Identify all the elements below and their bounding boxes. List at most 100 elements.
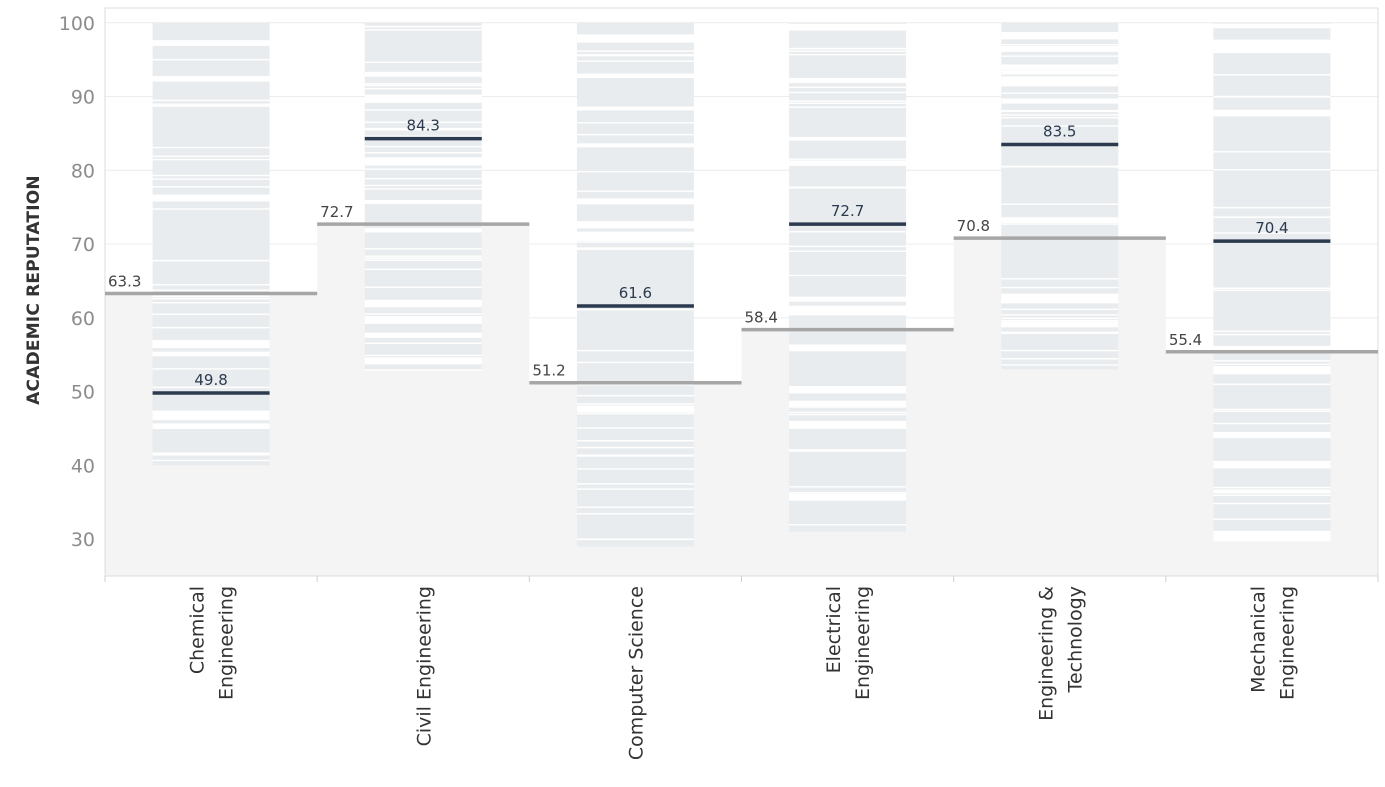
distribution-stripe — [1213, 489, 1331, 494]
x-category-label: Chemical — [187, 586, 209, 674]
distribution-stripe — [152, 40, 270, 46]
distribution-stripe — [1213, 494, 1331, 497]
distribution-stripe — [576, 405, 694, 413]
distribution-stripe — [364, 248, 482, 250]
distribution-stripe — [1213, 206, 1331, 209]
distribution-stripe — [1001, 79, 1119, 87]
distribution-stripe — [576, 232, 694, 241]
distribution-stripe — [789, 491, 907, 494]
distribution-stripe — [789, 493, 907, 501]
distribution-stripe — [1213, 502, 1331, 505]
distribution-stripe — [364, 145, 482, 148]
distribution-stripe — [364, 177, 482, 180]
distribution-stripe — [364, 342, 482, 344]
distribution-stripe — [152, 423, 270, 429]
distribution-stripe — [152, 194, 270, 201]
distribution-stripe — [789, 102, 907, 105]
benchmark-label: 63.3 — [108, 272, 141, 290]
distribution-stripe — [364, 357, 482, 359]
distribution-stripe — [789, 427, 907, 429]
benchmark-label: 70.8 — [957, 217, 990, 235]
distribution-stripe — [789, 298, 907, 300]
distribution-stripe — [789, 306, 907, 316]
y-tick-label: 100 — [59, 13, 95, 35]
distribution-stripe — [576, 143, 694, 148]
benchmark-label: 72.7 — [320, 203, 353, 221]
distribution-stripe — [1001, 44, 1119, 46]
distribution-stripe — [576, 412, 694, 415]
distribution-stripe — [152, 410, 270, 418]
benchmark-label: 58.4 — [745, 309, 778, 327]
distribution-stripe — [1213, 39, 1331, 47]
distribution-stripe — [576, 54, 694, 57]
x-category-label-group: Chemical Engineering — [187, 586, 238, 700]
y-tick-label: 90 — [71, 87, 95, 109]
distribution-stripe — [1001, 125, 1119, 127]
distribution-stripe — [789, 91, 907, 94]
distribution-stripe — [1001, 308, 1119, 311]
distribution-stripe — [152, 158, 270, 161]
distribution-stripe — [576, 488, 694, 490]
distribution-stripe — [789, 245, 907, 248]
distribution-stripe — [152, 459, 270, 462]
distribution-stripe — [152, 155, 270, 157]
x-category-label: Engineering — [852, 586, 874, 700]
distribution-stripe — [1001, 203, 1119, 205]
distribution-stripe — [576, 247, 694, 249]
distribution-stripe — [1213, 232, 1331, 234]
selected-label: 83.5 — [1043, 122, 1076, 140]
distribution-stripe — [1001, 317, 1119, 319]
x-category-label: Technology — [1064, 586, 1086, 693]
distribution-stripe — [364, 313, 482, 315]
distribution-stripe — [1001, 70, 1119, 75]
distribution-stripe — [364, 157, 482, 166]
distribution-stripe — [1213, 74, 1331, 76]
distribution-stripe — [576, 506, 694, 508]
distribution-stripe — [364, 286, 482, 288]
distribution-stripe — [576, 106, 694, 111]
distribution-stripe — [364, 227, 482, 233]
benchmark-label: 55.4 — [1169, 331, 1202, 349]
distribution-stripe — [364, 184, 482, 187]
distribution-stripe — [576, 427, 694, 429]
y-tick-label: 30 — [71, 529, 95, 551]
distribution-stripe — [576, 468, 694, 470]
distribution-stripe — [152, 146, 270, 149]
distribution-stripe — [152, 302, 270, 304]
distribution-stripe — [576, 122, 694, 124]
distribution-stripe — [1001, 299, 1119, 304]
y-tick-label: 40 — [71, 455, 95, 477]
x-category-label-group: Computer Science — [625, 586, 647, 760]
distribution-stripe — [152, 186, 270, 188]
distribution-stripe — [1213, 365, 1331, 374]
selected-label: 61.6 — [619, 284, 652, 302]
distribution-stripe — [364, 369, 482, 371]
distribution-bar — [152, 22, 270, 466]
distribution-stripe — [1001, 166, 1119, 168]
distribution-stripe — [1001, 32, 1119, 40]
distribution-stripe — [789, 411, 907, 414]
distribution-stripe — [1001, 293, 1119, 302]
distribution-stripe — [364, 268, 482, 271]
distribution-stripe — [152, 103, 270, 105]
distribution-stripe — [152, 313, 270, 315]
distribution-stripe — [364, 332, 482, 338]
distribution-bar — [364, 22, 482, 370]
distribution-stripe — [1001, 223, 1119, 225]
distribution-stripe — [1001, 278, 1119, 280]
distribution-stripe — [789, 158, 907, 160]
distribution-stripe — [1213, 95, 1331, 98]
distribution-stripe — [364, 109, 482, 111]
distribution-stripe — [576, 41, 694, 43]
distribution-stripe — [576, 198, 694, 205]
selected-label: 84.3 — [407, 117, 440, 135]
distribution-stripe — [1213, 372, 1331, 375]
distribution-stripe — [576, 513, 694, 515]
distribution-bar — [1001, 22, 1119, 370]
distribution-stripe — [789, 385, 907, 394]
distribution-stripe — [789, 450, 907, 452]
distribution-stripe — [364, 25, 482, 28]
distribution-stripe — [152, 289, 270, 291]
distribution-stripe — [789, 53, 907, 56]
